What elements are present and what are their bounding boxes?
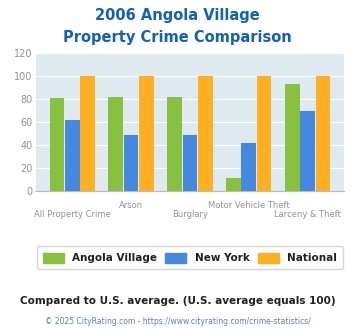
Bar <box>241 143 256 191</box>
Bar <box>316 76 330 191</box>
Text: Larceny & Theft: Larceny & Theft <box>274 210 341 219</box>
Bar <box>139 76 154 191</box>
Text: Motor Vehicle Theft: Motor Vehicle Theft <box>208 201 290 210</box>
Text: All Property Crime: All Property Crime <box>34 210 110 219</box>
Text: Property Crime Comparison: Property Crime Comparison <box>63 30 292 45</box>
Text: 2006 Angola Village: 2006 Angola Village <box>95 8 260 23</box>
Text: Burglary: Burglary <box>172 210 208 219</box>
Bar <box>182 135 197 191</box>
Bar <box>300 111 315 191</box>
Bar <box>257 76 272 191</box>
Bar <box>80 76 95 191</box>
Bar <box>65 120 80 191</box>
Bar <box>124 135 138 191</box>
Bar <box>285 84 300 191</box>
Bar <box>50 98 64 191</box>
Bar <box>198 76 213 191</box>
Legend: Angola Village, New York, National: Angola Village, New York, National <box>37 246 343 269</box>
Text: © 2025 CityRating.com - https://www.cityrating.com/crime-statistics/: © 2025 CityRating.com - https://www.city… <box>45 317 310 326</box>
Bar <box>167 97 182 191</box>
Text: Arson: Arson <box>119 201 143 210</box>
Bar <box>226 178 241 191</box>
Bar <box>108 97 123 191</box>
Text: Compared to U.S. average. (U.S. average equals 100): Compared to U.S. average. (U.S. average … <box>20 296 335 306</box>
